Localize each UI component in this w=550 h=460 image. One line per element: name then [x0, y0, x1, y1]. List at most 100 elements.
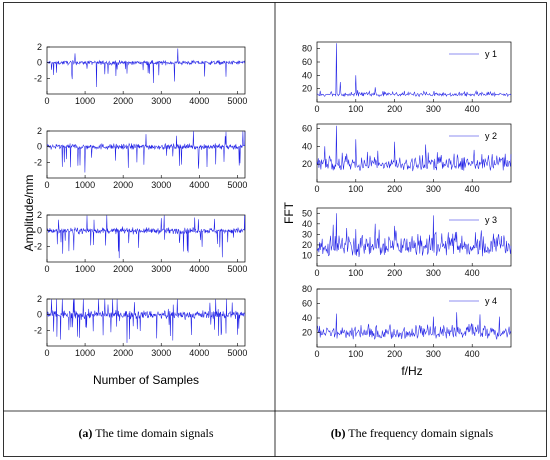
fft-y1-series-line [316, 43, 512, 98]
time-signal-3-ytick-label: 2 [37, 210, 42, 220]
time-signal-2-xtick-label: 5000 [227, 180, 247, 190]
fft-y3-legend-label: y 3 [485, 215, 497, 225]
fft-y3-xtick-label: 0 [314, 268, 319, 278]
fft-y2-xtick-label: 200 [387, 184, 402, 194]
fft-y4-xtick-label: 400 [465, 349, 480, 359]
caption-a-label: (a) [78, 426, 92, 440]
fft-y4-legend-label: y 4 [485, 296, 497, 306]
fft-y4-axes: 0 100 200 300 400 20 40 60 80 y 4 [302, 284, 512, 359]
fft-y4-series-line [316, 312, 512, 340]
fft-y1-xtick-label: 100 [348, 104, 363, 114]
fft-ylabel: FFT [282, 201, 296, 224]
fft-y1-plot-area [316, 41, 512, 103]
fft-y4-xtick-label: 100 [348, 349, 363, 359]
time-signal-3-plot-area [46, 214, 246, 263]
time-signal-1-series-line [46, 48, 246, 88]
fft-y1-ytick-label: 20 [302, 84, 312, 94]
fft-y3-xtick-label: 200 [387, 268, 402, 278]
fft-y2-ytick-label: 40 [302, 141, 312, 151]
time-signal-1-axes: 0 1000 2000 3000 4000 5000 -2 0 2 [34, 42, 247, 106]
time-signal-2-series-line [47, 131, 246, 173]
time-signal-1-xtick-label: 4000 [189, 96, 209, 106]
fft-y1-ytick-label: 60 [302, 57, 312, 67]
fft-y2-ytick-label: 20 [302, 159, 312, 169]
time-signal-3-ytick-label: 0 [37, 226, 42, 236]
time-signal-1-xtick-label: 0 [44, 96, 49, 106]
time-signal-2-ytick-label: -2 [34, 157, 42, 167]
time-signal-4-ytick-label: -2 [34, 325, 42, 335]
fft-y1-xtick-label: 0 [314, 104, 319, 114]
fft-y3-ytick-label: 40 [302, 219, 312, 229]
time-signal-1-ytick-label: 2 [37, 42, 42, 52]
time-signal-4-axes: 0 1000 2000 3000 4000 5000 -2 0 2 [34, 294, 247, 358]
fft-y3-series-line [316, 213, 512, 258]
time-signal-2-xtick-label: 4000 [189, 180, 209, 190]
caption-b-text: The frequency domain signals [345, 426, 493, 440]
fft-y3-ytick-label: 50 [302, 208, 312, 218]
time-signal-4-ytick-label: 0 [37, 310, 42, 320]
fft-y2-plot-area [316, 123, 512, 183]
fft-y1-ytick-label: 80 [302, 44, 312, 54]
time-ylabel: Amplitude/mm [22, 175, 36, 252]
time-signal-3-xtick-label: 4000 [189, 264, 209, 274]
fft-y4-xtick-label: 0 [314, 349, 319, 359]
time-signal-4-ytick-label: 2 [37, 294, 42, 304]
fft-y2-ytick-label: 60 [302, 123, 312, 133]
fft-y1-axes: 0 100 200 300 400 20 40 60 80 y 1 [302, 41, 512, 114]
caption-a-text: The time domain signals [92, 426, 213, 440]
time-signal-4-xtick-label: 2000 [113, 348, 133, 358]
time-signal-3-xtick-label: 2000 [113, 264, 133, 274]
fft-y4-xtick-label: 200 [387, 349, 402, 359]
time-signal-4-xtick-label: 5000 [227, 348, 247, 358]
time-signal-1-ytick-label: 0 [37, 58, 42, 68]
time-signal-3-xtick-label: 3000 [151, 264, 171, 274]
fft-y3-xtick-label: 400 [465, 268, 480, 278]
time-signal-4-xtick-label: 1000 [75, 348, 95, 358]
time-signal-4-xtick-label: 4000 [189, 348, 209, 358]
fft-y2-legend-label: y 2 [485, 131, 497, 141]
caption-a: (a) The time domain signals [78, 426, 213, 440]
time-xlabel: Number of Samples [93, 373, 199, 387]
fft-y1-legend-label: y 1 [485, 49, 497, 59]
fft-y2-xtick-label: 300 [426, 184, 441, 194]
fft-y2-xtick-label: 0 [314, 184, 319, 194]
time-signal-1-plot-area [46, 46, 246, 95]
time-signal-4-xtick-label: 3000 [151, 348, 171, 358]
time-signal-2-xtick-label: 2000 [113, 180, 133, 190]
time-signal-2-axes: 0 1000 2000 3000 4000 5000 -2 0 2 [34, 126, 247, 190]
fft-y3-xtick-label: 100 [348, 268, 363, 278]
fft-y2-xtick-label: 100 [348, 184, 363, 194]
time-signal-3-axes: 0 1000 2000 3000 4000 5000 -2 0 2 [34, 210, 247, 274]
fft-y3-ytick-label: 30 [302, 229, 312, 239]
fft-y3-xtick-label: 300 [426, 268, 441, 278]
fft-y2-xtick-label: 400 [465, 184, 480, 194]
time-signal-2-xtick-label: 1000 [75, 180, 95, 190]
fft-y1-ytick-label: 40 [302, 70, 312, 80]
fft-y1-xtick-label: 400 [465, 104, 480, 114]
time-signal-1-ytick-label: -2 [34, 73, 42, 83]
fft-xlabel: f/Hz [401, 364, 422, 378]
fft-y4-ytick-label: 40 [302, 313, 312, 323]
fft-y4-ytick-label: 20 [302, 328, 312, 338]
time-signal-3-xtick-label: 1000 [75, 264, 95, 274]
fft-y4-xtick-label: 300 [426, 349, 441, 359]
time-signal-2-ytick-label: 0 [37, 142, 42, 152]
fft-y1-xtick-label: 200 [387, 104, 402, 114]
fft-y2-axes: 0 100 200 300 400 20 40 60 y 2 [302, 123, 512, 194]
time-signal-1-xtick-label: 5000 [227, 96, 247, 106]
time-signal-2-xtick-label: 0 [44, 180, 49, 190]
time-signal-4-xtick-label: 0 [44, 348, 49, 358]
fft-y4-plot-area [316, 288, 512, 348]
fft-y4-ytick-label: 80 [302, 284, 312, 294]
time-signal-2-xtick-label: 3000 [151, 180, 171, 190]
caption-b-label: (b) [331, 426, 346, 440]
fft-y3-ytick-label: 20 [302, 240, 312, 250]
time-signal-4-series-line [46, 299, 246, 343]
fft-y3-ytick-label: 10 [302, 250, 312, 260]
fft-y1-xtick-label: 300 [426, 104, 441, 114]
time-signal-1-xtick-label: 3000 [151, 96, 171, 106]
fft-y4-ytick-label: 60 [302, 299, 312, 309]
